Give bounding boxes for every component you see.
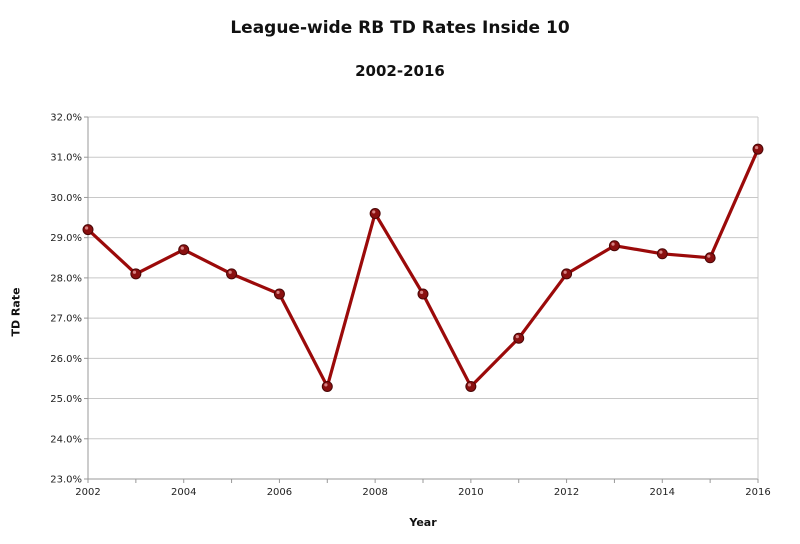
data-point-marker <box>561 268 573 280</box>
data-point-highlight <box>228 270 232 274</box>
data-point-marker <box>656 248 668 260</box>
data-point <box>656 248 668 260</box>
y-tick-label: 26.0% <box>50 354 82 365</box>
data-point-highlight <box>420 290 424 294</box>
data-point <box>608 240 620 252</box>
data-point-highlight <box>276 290 280 294</box>
data-point-marker <box>752 143 764 155</box>
y-tick-label: 24.0% <box>50 434 82 445</box>
data-point-highlight <box>659 250 663 254</box>
data-point <box>465 380 477 392</box>
data-point-marker <box>608 240 620 252</box>
data-point-highlight <box>707 254 711 258</box>
data-point-highlight <box>611 242 615 246</box>
data-point-marker <box>369 208 381 220</box>
x-tick-label: 2012 <box>554 487 579 498</box>
data-point <box>369 208 381 220</box>
data-point-marker <box>273 288 285 300</box>
x-tick-labels: 2002 2004 2006 2008 2010 2012 2014 2016 <box>75 487 770 498</box>
data-point <box>752 143 764 155</box>
x-tick-label: 2014 <box>650 487 675 498</box>
data-point-marker <box>704 252 716 264</box>
x-tick-label: 2008 <box>362 487 387 498</box>
data-point-highlight <box>563 270 567 274</box>
data-point-highlight <box>324 383 328 387</box>
data-point <box>704 252 716 264</box>
data-point-highlight <box>755 145 759 150</box>
x-tick-label: 2002 <box>75 487 100 498</box>
x-axis-label: Year <box>409 516 437 529</box>
data-point-highlight <box>515 335 519 339</box>
data-point-highlight <box>132 270 137 274</box>
data-point-marker <box>417 288 429 300</box>
y-tick-label: 25.0% <box>50 394 82 405</box>
series-line <box>86 148 760 389</box>
y-tick-label: 32.0% <box>50 113 82 124</box>
y-tick-label: 23.0% <box>50 475 82 486</box>
data-point <box>82 224 94 236</box>
y-tick-label: 29.0% <box>50 233 82 244</box>
x-tick-label: 2006 <box>267 487 292 498</box>
axes <box>84 116 759 483</box>
data-point <box>321 380 333 392</box>
data-point-highlight <box>467 383 472 387</box>
y-tick-label: 27.0% <box>50 314 82 325</box>
data-point-highlight <box>180 246 184 250</box>
series-td-rate <box>82 143 764 392</box>
data-point-marker <box>82 224 94 236</box>
data-point-marker <box>226 268 238 280</box>
data-point-highlight <box>85 226 89 230</box>
y-tick-label: 30.0% <box>50 193 82 204</box>
x-tick-label: 2004 <box>171 487 196 498</box>
chart-title: League-wide RB TD Rates Inside 10 <box>230 18 570 38</box>
y-tick-label: 28.0% <box>50 273 82 284</box>
data-point-marker <box>513 332 525 344</box>
data-point <box>513 332 525 344</box>
data-point <box>226 268 238 280</box>
y-tick-labels: 23.0% 24.0% 25.0% 26.0% 27.0% 28.0% 29.0% 30.0%… <box>50 113 82 486</box>
data-point-marker <box>130 268 142 280</box>
grid-lines <box>88 116 758 480</box>
y-tick-label: 31.0% <box>50 153 82 164</box>
data-point <box>130 268 142 280</box>
data-point <box>178 244 190 256</box>
data-point <box>561 268 573 280</box>
data-point-marker <box>321 380 333 392</box>
x-tick-label: 2010 <box>458 487 483 498</box>
data-point-marker <box>178 244 190 256</box>
data-point <box>417 288 429 300</box>
data-point-marker <box>465 380 477 392</box>
data-point <box>273 288 285 300</box>
chart-subtitle: 2002-2016 <box>355 62 445 80</box>
y-axis-label: TD Rate <box>9 287 23 337</box>
x-tick-label: 2016 <box>745 487 770 498</box>
data-point-highlight <box>372 210 376 214</box>
